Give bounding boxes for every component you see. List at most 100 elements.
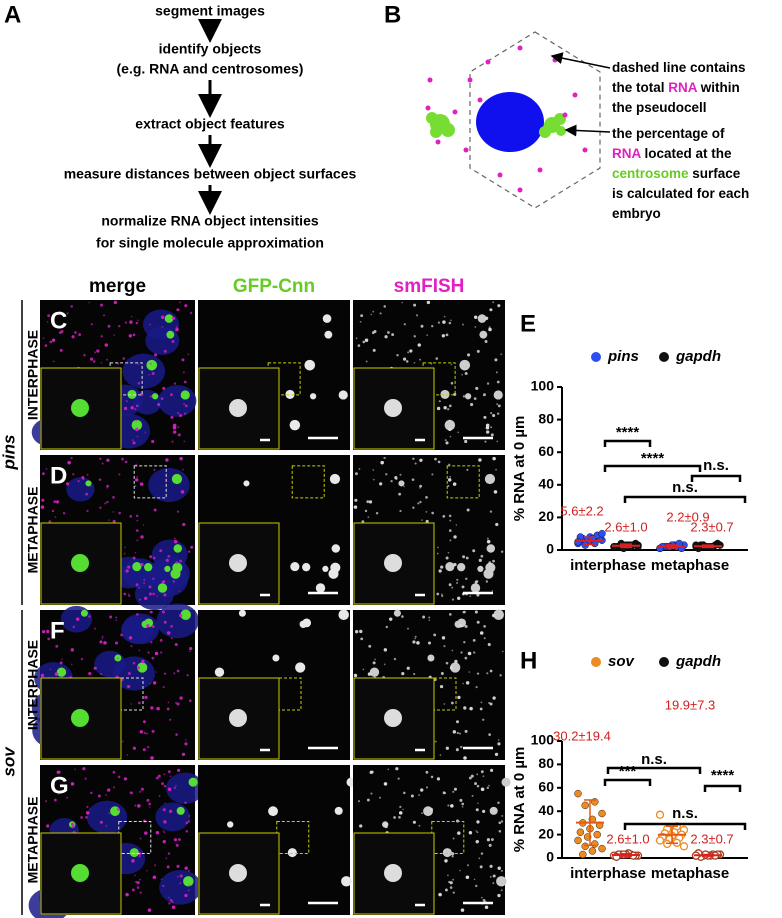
rna-spot: [42, 472, 45, 476]
value-label: 19.9±7.3: [665, 697, 716, 712]
rna-spot: [443, 406, 447, 410]
rna-spot: [492, 413, 496, 418]
rna-spot: [460, 651, 463, 654]
rna-spot: [496, 380, 500, 384]
micrograph: [198, 455, 350, 605]
rna-spot: [473, 397, 477, 401]
rna-spot: [66, 312, 69, 315]
rna-spot: [179, 874, 183, 878]
rna-spot: [184, 866, 188, 870]
rna-spot: [160, 315, 165, 319]
nucleus: [156, 603, 199, 639]
rna-spot: [167, 554, 171, 558]
rna-spot: [498, 821, 502, 825]
centrosome: [243, 480, 250, 487]
micrograph: [31, 603, 199, 760]
rna-spot: [425, 519, 429, 524]
rna-spot: [125, 892, 129, 897]
rna-spot: [467, 651, 472, 656]
rna-spot: [165, 558, 169, 562]
rna-spot: [433, 633, 437, 637]
rna-spot: [379, 796, 382, 799]
rna-spot: [462, 611, 465, 614]
rna-spot: [123, 552, 126, 555]
rna-spot: [449, 475, 452, 478]
centrosome: [483, 568, 494, 579]
rna-spot: [142, 524, 145, 526]
step-text: identify objects: [159, 41, 262, 57]
rna-spot: [167, 852, 171, 855]
rna-spot: [413, 361, 416, 364]
centrosome: [493, 390, 503, 400]
rna-spot: [367, 516, 370, 519]
inset-spot: [384, 554, 402, 572]
rna-spot: [489, 702, 493, 706]
rna-spot: [172, 580, 176, 583]
rna-spot: [170, 624, 173, 628]
centrosome: [322, 565, 329, 572]
rna-spot: [372, 469, 375, 471]
rna-spot: [177, 412, 180, 415]
rna-spot: [152, 592, 156, 596]
nucleus: [132, 389, 162, 415]
rna-spot: [431, 473, 434, 476]
rna-spot: [447, 478, 452, 482]
rna-spot: [457, 431, 460, 434]
rna-spot: [67, 460, 71, 465]
centrosome: [180, 390, 190, 400]
rna-spot: [159, 549, 163, 553]
rna-spot: [173, 537, 176, 540]
rna-spot: [71, 822, 75, 826]
note-segment: is calculated for each: [612, 186, 749, 201]
rna-spot: [447, 408, 450, 411]
y-tick-label: 20: [538, 508, 554, 524]
rna-spot: [461, 373, 463, 376]
data-point: [679, 842, 689, 851]
step-text: segment images: [155, 3, 265, 19]
rna-spot: [450, 701, 454, 705]
rna-spot: [156, 706, 160, 711]
rna-spot: [501, 650, 504, 653]
rna-spot: [144, 431, 147, 434]
rna-spot: [489, 510, 493, 513]
data-point: [574, 789, 582, 798]
rna-spot: [492, 456, 496, 461]
inset-spot: [229, 399, 247, 417]
rna-spot: [140, 787, 144, 791]
rna-spot: [473, 315, 478, 319]
rna-spot: [464, 656, 468, 660]
rna-spot: [489, 308, 493, 312]
significance-bracket: [603, 464, 702, 472]
centrosome: [272, 654, 280, 662]
rna-spot: [155, 831, 160, 835]
rna-spot: [174, 642, 178, 647]
rna-spot: [44, 800, 48, 803]
rna-spot: [384, 457, 386, 459]
rna-spot: [483, 393, 486, 397]
rna-spot: [486, 382, 490, 385]
rna-spot: [413, 672, 416, 676]
rna-spot: [418, 824, 421, 827]
rna-spot: [118, 324, 121, 328]
rna-spot: [113, 334, 115, 336]
rna-spot: [449, 435, 452, 438]
rna-spot: [123, 406, 128, 411]
nucleus: [148, 467, 190, 503]
rna-spot: [188, 699, 192, 703]
rna-spot: [447, 874, 449, 877]
rna-spot: [384, 335, 388, 339]
centrosome: [493, 609, 504, 621]
note-segment: surface: [689, 166, 741, 181]
rna-spot: [407, 351, 410, 354]
rna-spot: [419, 458, 423, 462]
rna-spot: [99, 457, 102, 460]
rna-spot: [175, 561, 179, 564]
rna-spot: [399, 805, 402, 809]
rna-spot: [88, 301, 90, 304]
rna-spot: [358, 468, 361, 470]
rna-spot: [97, 794, 101, 798]
note-line: dashed line contains: [612, 60, 746, 75]
x-tick-label: interphase: [570, 865, 646, 882]
rna-spot: [184, 304, 188, 308]
rna-spot: [138, 649, 141, 652]
